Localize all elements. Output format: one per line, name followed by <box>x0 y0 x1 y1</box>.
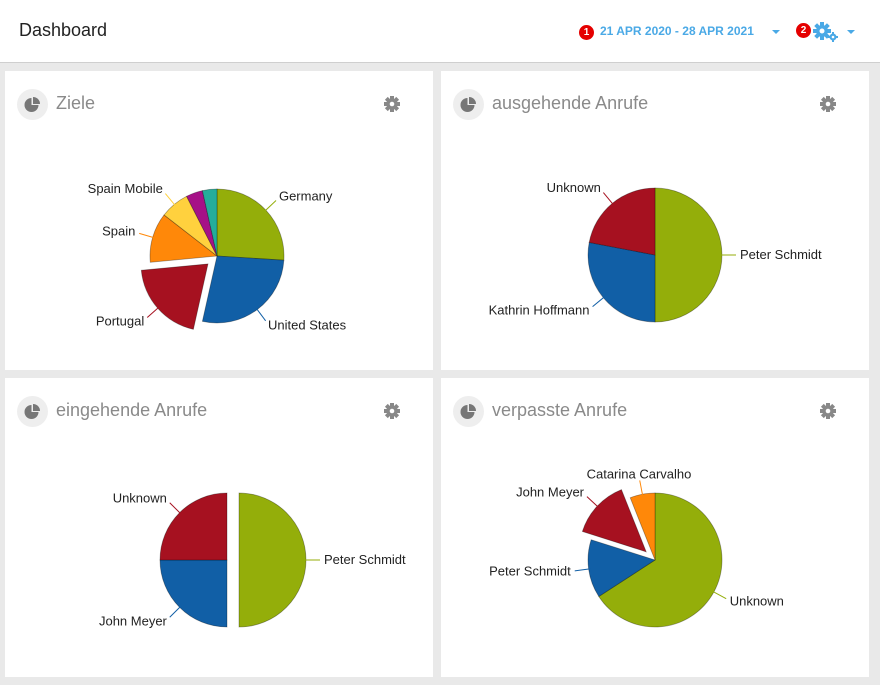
card-settings-gear-icon[interactable] <box>819 95 837 113</box>
pie-chart-icon <box>453 396 484 427</box>
card-title: verpasste Anrufe <box>492 400 628 420</box>
pie-slice-kathrin-hoffmann[interactable] <box>587 241 656 323</box>
date-badge: 1 <box>579 25 594 40</box>
pie-label: Germany <box>279 188 333 203</box>
pie-chart-icon <box>17 89 48 120</box>
pie-label: United States <box>268 318 347 333</box>
pie-label-leader <box>255 307 267 322</box>
settings-caret-icon[interactable] <box>847 30 855 34</box>
settings-gears-icon[interactable] <box>813 21 839 43</box>
pie-label-leader <box>639 480 644 497</box>
pie-label: Spain Mobile <box>88 181 163 196</box>
pie-chart-icon <box>453 89 484 120</box>
pie-chart-icon <box>17 396 48 427</box>
pie-label-leader <box>574 568 591 572</box>
pie-chart: Germany United States Portugal Spain Spain M… <box>88 181 347 333</box>
card-eingehende-anrufe: eingehende Anrufe Peter Schmidt John Meye… <box>5 378 433 677</box>
pie-label-leader <box>169 605 182 618</box>
pie-chart: Peter Schmidt Kathrin Hoffmann Unknown <box>489 180 822 323</box>
pie-label: Peter Schmidt <box>740 247 822 262</box>
card-verpasste-anrufe: verpasste Anrufe Unknown Peter Schmidt Joh… <box>441 378 869 677</box>
pie-chart: Peter Schmidt John Meyer Unknown <box>99 490 406 629</box>
pie-slice-portugal[interactable] <box>140 263 209 330</box>
pie-label: Kathrin Hoffmann <box>489 302 590 317</box>
pie-label: Unknown <box>547 180 601 195</box>
pie-label-leader <box>146 306 160 318</box>
pie-label: Spain <box>102 224 135 239</box>
date-range-caret-icon[interactable] <box>772 30 780 34</box>
card-title: Ziele <box>56 93 96 113</box>
top-bar: Dashboard 1 21 APR 2020 - 28 APR 2021 2 <box>0 0 880 63</box>
pie-slice[interactable] <box>186 190 218 257</box>
pie-slice-germany[interactable] <box>216 188 285 261</box>
pie-label-leader <box>169 502 182 515</box>
pie-label-leader <box>264 200 277 212</box>
pie-slice-peter-schmidt[interactable] <box>238 492 307 628</box>
card-settings-gear-icon[interactable] <box>383 402 401 420</box>
pie-label-leader <box>139 232 155 239</box>
pie-label: Unknown <box>113 490 167 505</box>
pie-label-leader <box>164 193 176 207</box>
pie-label: Peter Schmidt <box>324 552 406 567</box>
pie-slice-united-states[interactable] <box>201 255 285 324</box>
pie-label: John Meyer <box>516 485 585 500</box>
card-ausgehende-anrufe: ausgehende Anrufe Peter Schmidt Kathrin H… <box>441 71 869 370</box>
card-title: eingehende Anrufe <box>56 400 208 420</box>
pie-slice-peter-schmidt[interactable] <box>654 187 723 323</box>
card-settings-gear-icon[interactable] <box>383 95 401 113</box>
card-title: ausgehende Anrufe <box>492 93 649 113</box>
settings-badge: 2 <box>796 23 811 38</box>
pie-slice[interactable] <box>201 188 218 257</box>
pie-label: Peter Schmidt <box>489 564 571 579</box>
card-ziele: Ziele Germany United States Portugal Spain S… <box>5 71 433 370</box>
page-title: Dashboard <box>19 20 108 40</box>
pie-label-leader <box>602 192 614 206</box>
pie-label: Unknown <box>730 594 784 609</box>
card-settings-gear-icon[interactable] <box>819 402 837 420</box>
pie-label-leader <box>711 590 727 600</box>
pie-label-leader <box>586 496 599 508</box>
pie-label: Catarina Carvalho <box>587 467 692 482</box>
pie-label: Portugal <box>96 313 145 328</box>
pie-label-leader <box>592 296 606 308</box>
date-range-picker[interactable]: 21 APR 2020 - 28 APR 2021 <box>600 24 754 38</box>
pie-label: John Meyer <box>99 614 168 629</box>
